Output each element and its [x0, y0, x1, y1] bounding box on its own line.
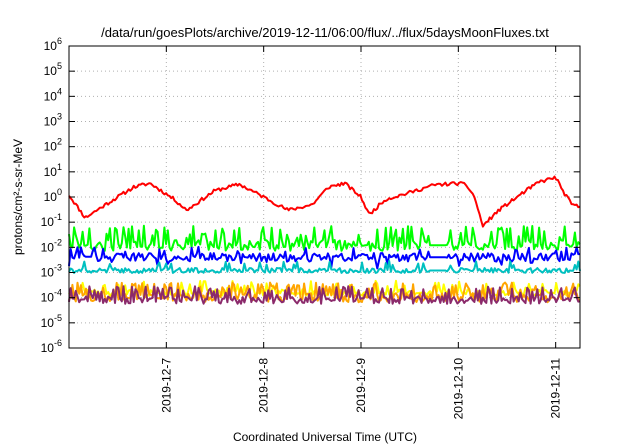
- y-tick-label: 102: [44, 137, 62, 154]
- y-tick-label: 10-4: [41, 288, 62, 305]
- chart-title: /data/run/goesPlots/archive/2019-12-11/0…: [101, 25, 549, 40]
- x-tick-label: 2019-12-10: [451, 358, 465, 420]
- x-tick-label: 2019-12-9: [354, 358, 368, 413]
- x-axis-label: Coordinated Universal Time (UTC): [233, 430, 417, 444]
- x-tick-label: 2019-12-8: [257, 358, 271, 413]
- grid: [69, 46, 580, 348]
- y-axis-ticks: 10-6 10-5 10-4 10-3 10-2 10-1 100 101 102 103 104 1…: [41, 36, 580, 355]
- y-tick-label: 106: [44, 36, 62, 53]
- series-line: [68, 285, 581, 305]
- series-line: [68, 260, 581, 274]
- y-tick-label: 10-2: [41, 237, 62, 254]
- series-line: [68, 245, 580, 270]
- y-tick-label: 101: [44, 162, 62, 179]
- y-axis-label: protons/cm²-s-sr-MeV: [11, 139, 25, 255]
- y-tick-label: 10-5: [41, 313, 62, 330]
- y-tick-label: 105: [44, 61, 62, 78]
- y-tick-label: 100: [44, 187, 62, 204]
- series-line: [68, 175, 581, 228]
- series-line: [68, 224, 581, 252]
- y-tick-label: 103: [44, 112, 62, 129]
- x-tick-label: 2019-12-7: [159, 358, 173, 413]
- series-layer: [68, 175, 581, 305]
- y-tick-label: 10-1: [41, 212, 62, 229]
- x-axis-ticks: 2019-12-7 2019-12-8 2019-12-9 2019-12-10 201…: [159, 46, 563, 420]
- y-tick-label: 104: [44, 86, 62, 103]
- x-tick-label: 2019-12-11: [549, 358, 563, 419]
- y-tick-label: 10-6: [41, 338, 62, 355]
- y-tick-label: 10-3: [41, 263, 62, 280]
